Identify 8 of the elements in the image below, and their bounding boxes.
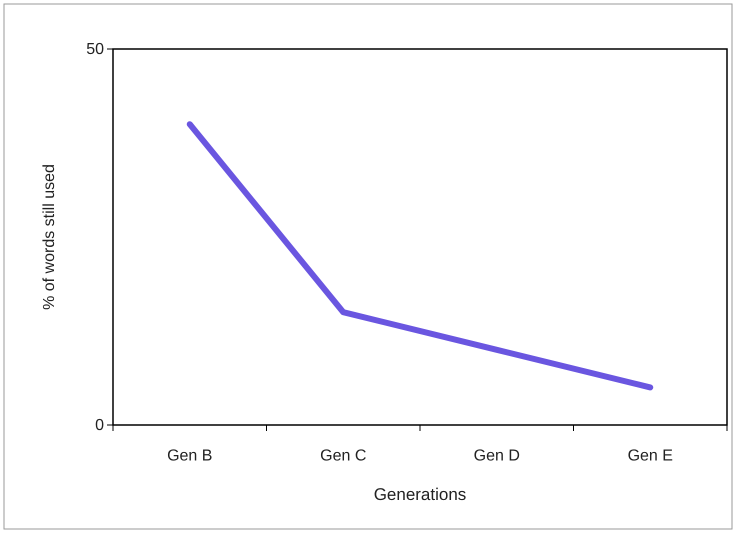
y-tick-label: 0 <box>95 417 104 434</box>
x-tick-label: Gen B <box>167 447 212 464</box>
x-tick-label: Gen D <box>474 447 520 464</box>
y-axis-title: % of words still used <box>41 164 58 310</box>
x-tick-label: Gen C <box>320 447 366 464</box>
x-tick-label: Gen E <box>628 447 673 464</box>
y-tick-label: 50 <box>86 41 104 58</box>
x-axis-title: Generations <box>374 485 466 504</box>
